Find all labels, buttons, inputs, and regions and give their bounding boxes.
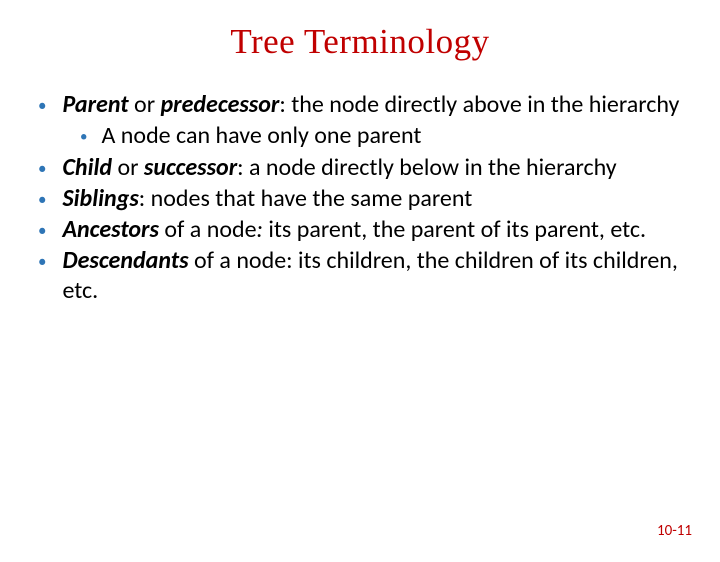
list-item: • Descendants of a node: its children, t… [38, 246, 690, 305]
page-number: 10-11 [657, 522, 692, 540]
bullet-icon: • [38, 190, 46, 211]
item-text: Siblings: nodes that have the same paren… [62, 184, 472, 213]
list-item: • Ancestors of a node: its parent, the p… [38, 215, 690, 244]
bullet-icon: • [38, 96, 46, 117]
content-list: • Parent or predecessor: the node direct… [0, 90, 720, 305]
page-title: Tree Terminology [0, 22, 720, 62]
item-text: Ancestors of a node: its parent, the par… [62, 215, 646, 244]
list-item: • Child or successor: a node directly be… [38, 153, 690, 182]
list-sub-item: • A node can have only one parent [80, 121, 690, 150]
item-text: Parent or predecessor: the node directly… [62, 90, 679, 119]
bullet-icon: • [38, 252, 46, 273]
list-item: • Parent or predecessor: the node direct… [38, 90, 690, 119]
item-text: Descendants of a node: its children, the… [62, 246, 690, 305]
sub-item-text: A node can have only one parent [101, 121, 421, 150]
list-item: • Siblings: nodes that have the same par… [38, 184, 690, 213]
bullet-icon: • [38, 159, 46, 180]
bullet-icon: • [38, 221, 46, 242]
item-text: Child or successor: a node directly belo… [62, 153, 616, 182]
bullet-icon: • [80, 128, 87, 146]
